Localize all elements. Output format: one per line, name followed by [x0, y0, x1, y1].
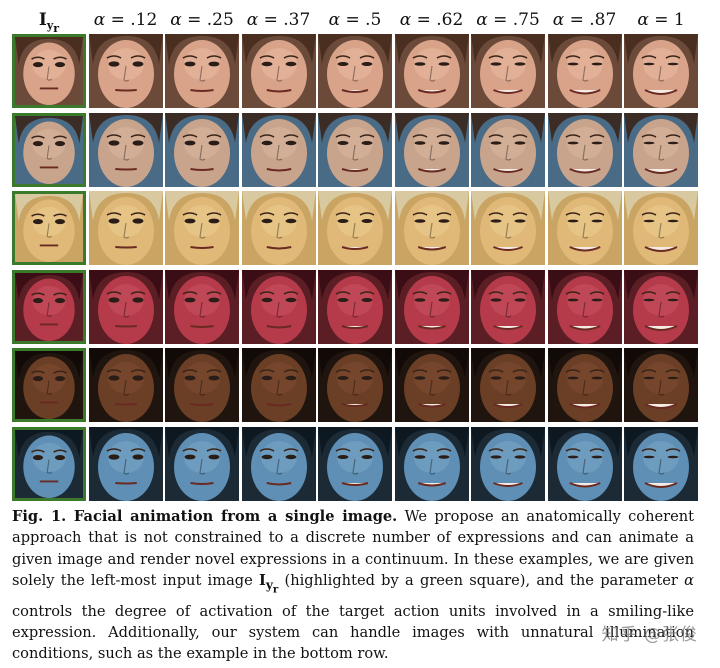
animated-face-image	[241, 426, 316, 501]
input-face-image	[12, 112, 86, 187]
animated-face-image	[88, 191, 163, 265]
animated-face-image	[471, 426, 545, 501]
animated-face-image	[318, 348, 392, 422]
input-face-image	[12, 426, 86, 501]
animated-face-image	[547, 191, 622, 265]
row-young-woman	[12, 34, 698, 108]
animated-face-image	[241, 348, 316, 422]
animated-face-image	[318, 426, 392, 501]
figure-caption: Fig. 1. Facial animation from a single i…	[12, 506, 694, 664]
animated-face-image	[88, 426, 163, 501]
animated-face-image	[394, 426, 469, 501]
watermark-text: 知乎 @张俊	[601, 625, 698, 645]
animated-face-image	[547, 426, 622, 501]
animated-face-image	[165, 112, 239, 187]
caption-title: Fig. 1. Facial animation from a single i…	[12, 508, 398, 525]
animated-face-image	[624, 426, 698, 501]
row-dark-man	[12, 348, 698, 422]
animated-face-image	[624, 34, 698, 108]
alpha-column-label: α = .12	[93, 10, 158, 30]
alpha-column-label: α = .37	[246, 10, 311, 30]
alpha-column-label: α = .75	[476, 10, 540, 30]
animated-face-image	[547, 34, 622, 108]
animated-face-image	[241, 269, 316, 344]
figure-header: Iyr α = .12 α = .25 α = .37 α = .5 α = .62 α …	[0, 8, 720, 36]
alpha-column-label: α = .62	[399, 10, 464, 30]
animated-face-image	[165, 348, 239, 422]
animated-face-image	[165, 426, 239, 501]
row-red-face	[12, 269, 698, 344]
animated-face-image	[471, 191, 545, 265]
animated-face-image	[394, 348, 469, 422]
alpha-column-label: α = .25	[170, 10, 234, 30]
animated-face-image	[624, 348, 698, 422]
animated-face-image	[165, 34, 239, 108]
input-face-image	[12, 348, 86, 422]
animated-face-image	[241, 112, 316, 187]
row-blue-avatar	[12, 426, 698, 501]
animated-face-image	[471, 269, 545, 344]
animated-face-image	[547, 269, 622, 344]
animated-face-image	[241, 191, 316, 265]
caption-text-3: controls the degree of activation of the…	[12, 602, 694, 663]
animated-face-image	[394, 112, 469, 187]
animated-face-image	[88, 348, 163, 422]
animated-face-image	[394, 191, 469, 265]
animated-face-image	[318, 112, 392, 187]
animated-face-image	[471, 348, 545, 422]
alpha-column-label: α = .5	[328, 10, 382, 30]
alpha-column-label: α = 1	[637, 10, 685, 30]
alpha-column-label: α = .87	[552, 10, 617, 30]
row-man-stubble	[12, 112, 698, 187]
animated-face-image	[165, 269, 239, 344]
input-face-image	[12, 34, 86, 108]
animated-face-image	[547, 112, 622, 187]
animated-face-image	[318, 34, 392, 108]
input-face-image	[12, 269, 86, 344]
input-face-image	[12, 191, 86, 265]
input-column-label: Iyr	[38, 10, 60, 36]
animated-face-image	[394, 269, 469, 344]
caption-text-1: We propose an anatomically coherent appr…	[12, 508, 694, 589]
animated-face-image	[88, 112, 163, 187]
animated-face-image	[318, 191, 392, 265]
animated-face-image	[318, 269, 392, 344]
animated-face-image	[624, 112, 698, 187]
animated-face-image	[547, 348, 622, 422]
animated-face-image	[394, 34, 469, 108]
animated-face-image	[88, 269, 163, 344]
animated-face-image	[165, 191, 239, 265]
row-man-glasses	[12, 191, 698, 265]
caption-iyr: Iyr	[259, 571, 279, 596]
animated-face-image	[241, 34, 316, 108]
animated-face-image	[471, 34, 545, 108]
animated-face-image	[471, 112, 545, 187]
animated-face-image	[624, 269, 698, 344]
caption-alpha: α	[684, 571, 694, 589]
animated-face-image	[88, 34, 163, 108]
caption-text-2: (highlighted by a green square), and the…	[278, 571, 685, 589]
face-animation-grid	[12, 34, 698, 501]
animated-face-image	[624, 191, 698, 265]
